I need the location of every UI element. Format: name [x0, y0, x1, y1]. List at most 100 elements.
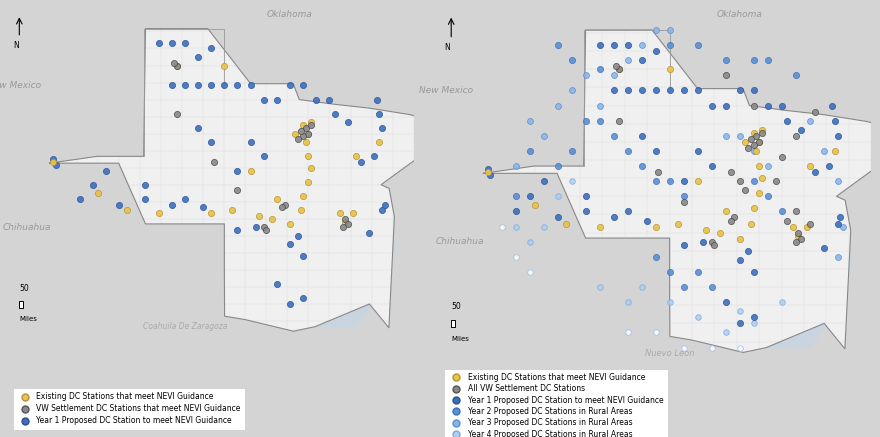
- Point: [244, 139, 258, 146]
- Point: [620, 57, 634, 64]
- Point: [327, 110, 341, 117]
- Point: [732, 320, 746, 327]
- Point: [537, 178, 551, 185]
- Point: [346, 210, 360, 217]
- Point: [822, 163, 836, 170]
- Point: [803, 163, 817, 170]
- Point: [752, 139, 766, 146]
- Point: [831, 132, 845, 139]
- Point: [578, 208, 592, 215]
- Point: [760, 193, 774, 200]
- Point: [677, 344, 691, 351]
- Point: [663, 299, 677, 306]
- Point: [663, 178, 677, 185]
- Point: [746, 178, 760, 185]
- Point: [191, 82, 205, 89]
- Point: [304, 119, 319, 126]
- Point: [634, 284, 649, 291]
- Point: [578, 72, 592, 79]
- Point: [752, 139, 766, 146]
- Point: [265, 215, 279, 222]
- Legend: Existing DC Stations that meet NEVI Guidance, All VW Settlement DC Stations, Yea: Existing DC Stations that meet NEVI Guid…: [444, 368, 668, 437]
- Point: [620, 208, 634, 215]
- Point: [378, 201, 392, 208]
- Point: [528, 202, 542, 209]
- Point: [375, 207, 389, 214]
- Point: [640, 217, 654, 224]
- Point: [794, 126, 808, 133]
- Point: [249, 224, 263, 231]
- Point: [523, 117, 537, 124]
- Point: [788, 238, 803, 245]
- Point: [649, 26, 663, 33]
- Point: [649, 147, 663, 154]
- Point: [338, 215, 352, 222]
- Point: [523, 147, 537, 154]
- Point: [592, 102, 606, 109]
- Point: [788, 132, 803, 139]
- Point: [746, 57, 760, 64]
- Point: [362, 229, 376, 236]
- Point: [523, 268, 537, 275]
- Point: [565, 57, 579, 64]
- Polygon shape: [277, 227, 395, 327]
- Point: [803, 220, 817, 227]
- Text: New Mexico: New Mexico: [419, 86, 473, 95]
- Point: [831, 220, 845, 227]
- Point: [302, 130, 316, 137]
- Point: [225, 207, 239, 214]
- Text: N: N: [444, 43, 451, 52]
- Point: [732, 344, 746, 351]
- Point: [699, 226, 713, 233]
- Point: [289, 130, 303, 137]
- Point: [620, 147, 634, 154]
- Point: [299, 125, 313, 132]
- Point: [231, 187, 245, 194]
- Point: [191, 125, 205, 132]
- Point: [746, 129, 760, 136]
- Point: [677, 241, 691, 248]
- Point: [677, 284, 691, 291]
- Point: [744, 135, 758, 142]
- Point: [817, 244, 831, 251]
- Point: [774, 299, 788, 306]
- Point: [297, 295, 311, 302]
- Point: [167, 59, 181, 66]
- Point: [270, 96, 284, 103]
- Point: [634, 163, 649, 170]
- Point: [606, 72, 620, 79]
- Point: [170, 110, 184, 117]
- Point: [341, 221, 355, 228]
- Point: [732, 308, 746, 315]
- Point: [612, 66, 627, 73]
- Point: [705, 238, 719, 245]
- Point: [297, 121, 311, 128]
- Point: [170, 62, 184, 69]
- Point: [565, 178, 579, 185]
- Point: [480, 166, 495, 173]
- Point: [372, 139, 386, 146]
- Point: [663, 268, 677, 275]
- Point: [691, 268, 705, 275]
- Point: [788, 72, 803, 79]
- Point: [634, 132, 649, 139]
- Point: [297, 133, 311, 140]
- Point: [509, 193, 523, 200]
- Point: [375, 125, 389, 132]
- Point: [578, 117, 592, 124]
- Point: [99, 167, 114, 174]
- Point: [178, 195, 192, 202]
- Point: [719, 208, 733, 215]
- Polygon shape: [49, 28, 461, 331]
- Point: [291, 136, 305, 143]
- Point: [354, 159, 368, 166]
- Text: 50: 50: [19, 284, 29, 293]
- Polygon shape: [726, 242, 852, 347]
- Point: [592, 66, 606, 73]
- Point: [828, 147, 842, 154]
- Point: [719, 102, 733, 109]
- Point: [760, 163, 774, 170]
- Point: [297, 193, 311, 200]
- Point: [732, 178, 746, 185]
- Point: [551, 193, 565, 200]
